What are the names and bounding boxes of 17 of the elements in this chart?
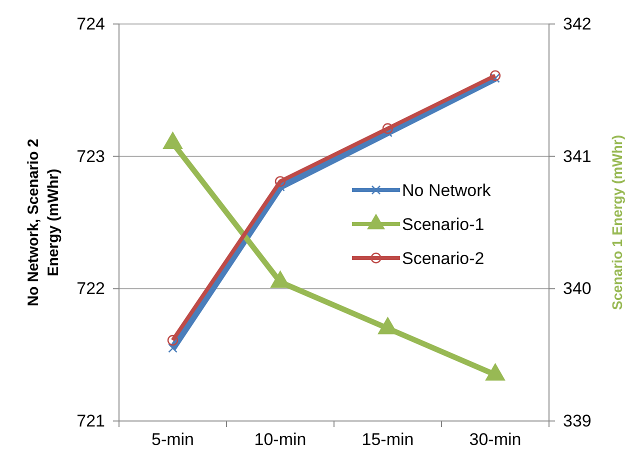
y-tick-label: 721 — [76, 411, 105, 430]
y-tick-label: 723 — [76, 146, 105, 166]
x-tick-label: 15-min — [362, 430, 414, 450]
y2-tick-label: 341 — [563, 146, 592, 166]
legend-label: No Network — [402, 181, 492, 200]
y2-tick-label: 340 — [563, 279, 592, 298]
legend-label: Scenario-2 — [402, 249, 484, 268]
legend-label: Scenario-1 — [402, 215, 484, 234]
x-tick-label: 5-min — [151, 430, 194, 450]
x-tick-label: 30-min — [469, 430, 522, 450]
y2-tick-label: 342 — [563, 14, 592, 34]
y-tick-label: 722 — [76, 279, 105, 298]
y2-tick-label: 339 — [563, 411, 592, 430]
y-axis-title: No Network, Scenario 2 Energy (mWhr) — [25, 138, 62, 306]
y-tick-label: 724 — [76, 14, 105, 34]
x-tick-label: 10-min — [254, 430, 306, 450]
y2-axis-title: Scenario 1 Energy (mWhr) — [609, 134, 625, 310]
